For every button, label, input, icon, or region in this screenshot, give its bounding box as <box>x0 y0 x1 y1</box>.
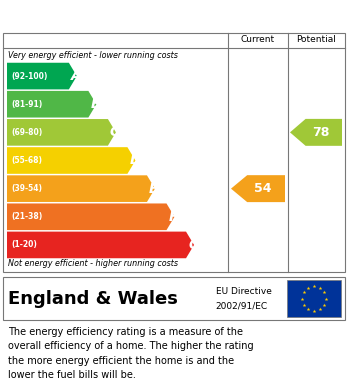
Text: 78: 78 <box>312 126 329 139</box>
Text: The energy efficiency rating is a measure of the
overall efficiency of a home. T: The energy efficiency rating is a measur… <box>8 327 254 380</box>
Polygon shape <box>7 63 77 90</box>
Text: A: A <box>71 69 81 83</box>
Text: England & Wales: England & Wales <box>8 289 178 307</box>
Polygon shape <box>290 119 342 146</box>
Polygon shape <box>231 175 285 202</box>
Polygon shape <box>7 147 135 174</box>
Text: Current: Current <box>241 34 275 43</box>
Text: (81-91): (81-91) <box>11 100 42 109</box>
Polygon shape <box>7 203 174 230</box>
Text: (69-80): (69-80) <box>11 128 42 137</box>
Text: F: F <box>168 210 178 224</box>
Text: D: D <box>129 154 141 167</box>
Text: (55-68): (55-68) <box>11 156 42 165</box>
Bar <box>287 280 341 317</box>
Text: Not energy efficient - higher running costs: Not energy efficient - higher running co… <box>8 259 178 268</box>
Text: C: C <box>110 126 120 139</box>
Text: Very energy efficient - lower running costs: Very energy efficient - lower running co… <box>8 51 178 60</box>
Polygon shape <box>7 119 116 146</box>
Polygon shape <box>7 91 96 118</box>
Text: 54: 54 <box>254 182 271 195</box>
Polygon shape <box>7 175 155 202</box>
Text: G: G <box>188 238 199 252</box>
Text: E: E <box>149 182 158 196</box>
Text: B: B <box>90 97 101 111</box>
Text: (1-20): (1-20) <box>11 240 37 249</box>
Text: Energy Efficiency Rating: Energy Efficiency Rating <box>10 7 220 23</box>
Text: 2002/91/EC: 2002/91/EC <box>216 301 268 310</box>
Text: EU Directive: EU Directive <box>216 287 272 296</box>
Text: (39-54): (39-54) <box>11 184 42 193</box>
Polygon shape <box>7 231 194 258</box>
Text: (21-38): (21-38) <box>11 212 42 221</box>
Text: Potential: Potential <box>296 34 336 43</box>
Text: (92-100): (92-100) <box>11 72 47 81</box>
